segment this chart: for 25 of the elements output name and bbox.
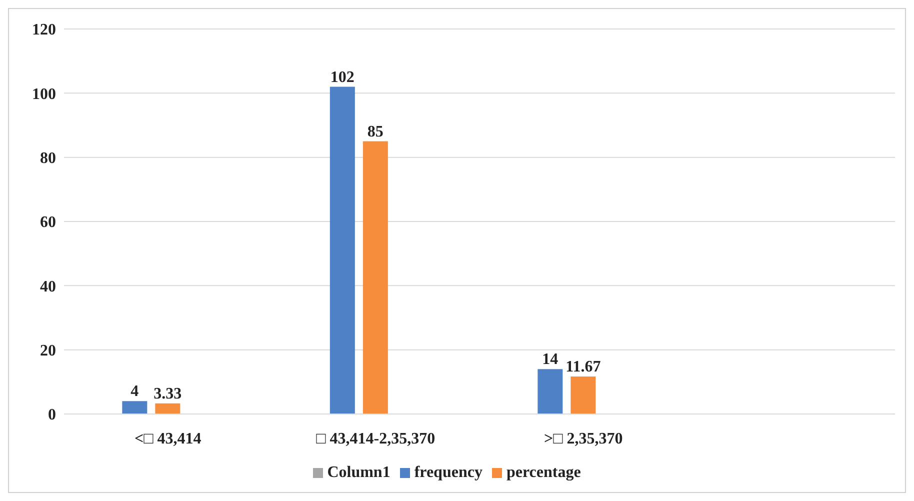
bar [538, 369, 563, 414]
data-label: 4 [130, 383, 139, 400]
x-tick-label: □ 43,414-2,35,370 [316, 430, 436, 448]
y-tick-label: 40 [40, 278, 56, 296]
data-label: 11.67 [566, 358, 601, 376]
bar [362, 141, 388, 414]
y-tick-label: 20 [40, 342, 56, 360]
bar [155, 403, 180, 414]
x-tick-label: >□ 2,35,370 [544, 430, 623, 448]
y-tick-label: 60 [40, 214, 56, 232]
bar [122, 401, 148, 414]
legend-label: frequency [414, 464, 482, 481]
y-tick-label: 100 [32, 86, 56, 103]
bar [330, 86, 355, 414]
y-tick-label: 120 [32, 22, 56, 39]
data-label: 102 [330, 68, 354, 86]
y-tick-label: 80 [40, 150, 56, 168]
bar [570, 376, 596, 414]
data-label: 3.33 [154, 385, 182, 402]
x-tick-label: <□ 43,414 [134, 430, 202, 448]
y-tick-label: 0 [48, 406, 56, 424]
legend-label: Column1 [327, 464, 390, 481]
data-label: 85 [367, 123, 384, 140]
data-label: 14 [542, 351, 558, 368]
legend-label: percentage [506, 464, 581, 481]
